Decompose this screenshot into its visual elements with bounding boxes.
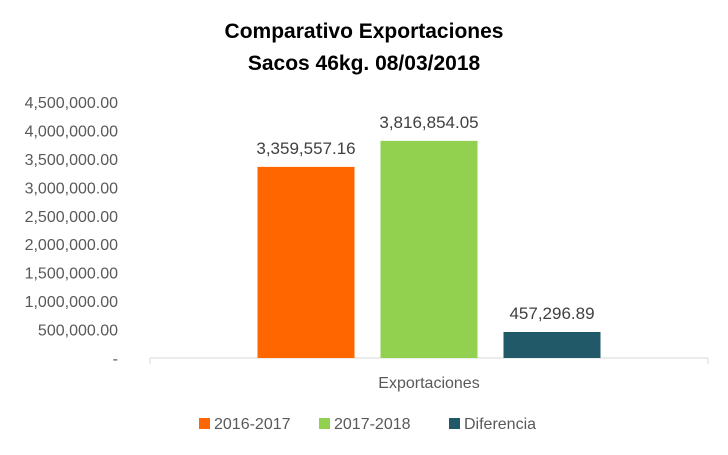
- chart-subtitle: Sacos 46kg. 08/03/2018: [247, 52, 481, 75]
- y-tick-label: 500,000.00: [38, 323, 118, 340]
- y-tick-label: 4,000,000.00: [25, 123, 119, 140]
- data-label: 3,359,557.16: [256, 139, 355, 158]
- legend-swatch: [449, 418, 460, 429]
- y-tick-label: 2,000,000.00: [25, 237, 119, 254]
- x-category-label: Exportaciones: [378, 375, 479, 392]
- y-tick-label: 1,500,000.00: [25, 266, 119, 283]
- data-label: 457,296.89: [509, 304, 594, 323]
- bar-diferencia: [503, 331, 601, 358]
- y-tick-label: 3,500,000.00: [25, 152, 119, 169]
- legend-swatch: [199, 418, 210, 429]
- legend-label: 2016-2017: [214, 416, 291, 433]
- bar-2016-2017: [257, 166, 355, 358]
- chart-title: Comparativo Exportaciones: [224, 20, 504, 43]
- legend-label: Diferencia: [464, 416, 536, 433]
- y-tick-label: 2,500,000.00: [25, 209, 119, 226]
- data-label: 3,816,854.05: [379, 113, 478, 132]
- legend-label: 2017-2018: [334, 416, 411, 433]
- y-tick-label: 3,000,000.00: [25, 180, 119, 197]
- y-tick-label: 1,000,000.00: [25, 294, 119, 311]
- legend-swatch: [319, 418, 330, 429]
- y-tick-label: -: [113, 351, 118, 368]
- y-tick-label: 4,500,000.00: [25, 95, 119, 112]
- bar-2017-2018: [380, 140, 478, 358]
